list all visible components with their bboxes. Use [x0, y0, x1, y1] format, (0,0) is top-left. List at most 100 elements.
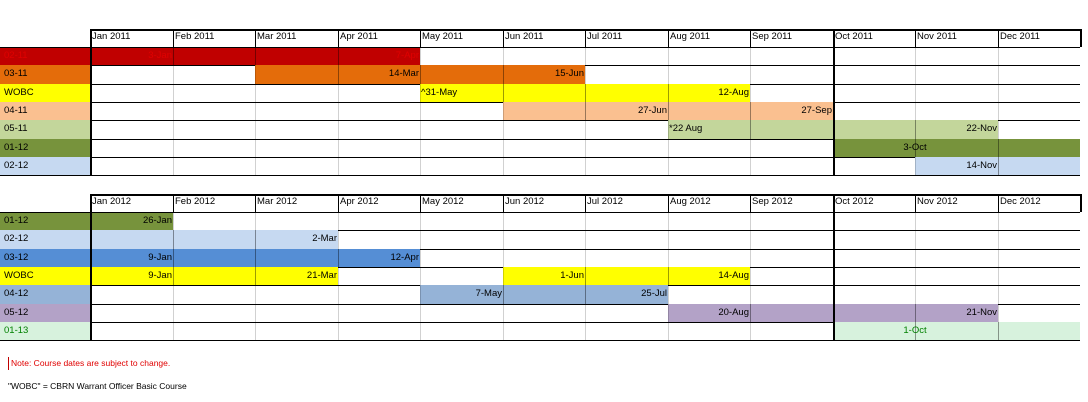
note-marker: [8, 357, 9, 370]
bar-divider: [585, 266, 586, 286]
month-header: May 2011: [422, 31, 464, 42]
note-text: Note: Course dates are subject to change…: [11, 358, 171, 368]
month-header: Apr 2012: [340, 196, 379, 207]
date-label: *22 Aug: [669, 123, 703, 135]
bar-divider: [998, 138, 999, 158]
row-label: 04-11: [0, 101, 90, 121]
cell-divider: [503, 212, 504, 341]
column-divider: [915, 194, 916, 212]
cell-divider: [173, 212, 174, 341]
column-divider: [998, 194, 999, 212]
bar-divider: [750, 120, 751, 140]
month-header: Dec 2012: [1000, 196, 1041, 207]
cell-divider: [338, 47, 339, 176]
course-bar: ^31-May 12-Aug: [420, 83, 750, 103]
date-label: 27-Jun: [637, 104, 667, 116]
month-header: Sep 2012: [752, 196, 793, 207]
header-bottom-border: [0, 47, 1080, 48]
date-label: ^31-May: [421, 86, 458, 98]
row-divider: [0, 322, 1080, 323]
date-label: 7-May: [475, 288, 502, 300]
month-header: Sep 2011: [752, 31, 792, 42]
column-divider: [338, 194, 339, 212]
column-divider: [833, 194, 835, 341]
course-bar: 7-May 25-Jul: [420, 285, 668, 305]
bar-divider: [420, 65, 421, 85]
row-label: 04-12: [0, 285, 90, 305]
column-divider: [998, 29, 999, 47]
bar-divider: [585, 285, 586, 305]
date-label: 9-Jan: [148, 251, 172, 263]
cell-divider: [585, 212, 586, 341]
month-header: Nov 2012: [917, 196, 958, 207]
cell-divider: [255, 212, 256, 341]
row-label: 05-12: [0, 303, 90, 323]
month-header: Mar 2012: [257, 196, 298, 207]
date-label: 14-Aug: [718, 269, 749, 281]
column-divider: [668, 194, 669, 212]
bar-divider: [338, 65, 339, 85]
course-bar: 3-Jan 7-Apr: [90, 47, 420, 66]
bar-divider: [173, 47, 174, 66]
column-divider: [915, 29, 916, 47]
bar-divider: [668, 266, 669, 286]
month-header: Nov 2011: [917, 31, 957, 42]
cell-divider: [915, 47, 916, 176]
month-header: Jan 2011: [92, 31, 131, 42]
column-divider: [420, 29, 421, 47]
row-divider: [0, 157, 1080, 158]
row-label: 01-13: [0, 321, 90, 341]
month-header: Jul 2012: [587, 196, 623, 207]
row-divider: [0, 120, 1080, 121]
date-label: 3-Oct: [903, 141, 927, 153]
column-divider: [668, 29, 669, 47]
course-bar: 9-Jan 12-Apr: [90, 248, 420, 268]
month-header: Feb 2011: [175, 31, 215, 42]
column-divider: [503, 29, 504, 47]
column-divider: [90, 194, 92, 341]
month-header: Aug 2012: [670, 196, 711, 207]
bar-divider: [173, 248, 174, 268]
row-label: 02-12: [0, 156, 90, 176]
date-label: 27-Sep: [801, 104, 832, 116]
cell-divider: [173, 47, 174, 176]
date-label: 7-Apr: [395, 50, 419, 61]
column-divider: [1080, 194, 1082, 212]
bar-divider: [585, 101, 586, 121]
header-bottom-border: [0, 212, 1080, 213]
date-label: 14-Nov: [966, 159, 997, 171]
date-label: 15-Jun: [554, 68, 584, 80]
cell-divider: [420, 47, 421, 176]
column-divider: [585, 194, 586, 212]
bar-divider: [998, 321, 999, 341]
course-bar: 1-Jun 14-Aug: [503, 266, 750, 286]
course-bar: 14-Nov: [915, 156, 1080, 176]
row-label: 02-11: [0, 47, 90, 66]
cell-divider: [420, 212, 421, 341]
cell-divider: [750, 212, 751, 341]
date-label: 1-Jun: [560, 269, 584, 281]
course-bar: 14-Mar 15-Jun: [255, 65, 585, 85]
date-label: 2-Mar: [312, 233, 337, 245]
bar-divider: [668, 83, 669, 103]
bar-divider: [173, 230, 174, 250]
cell-divider: [998, 212, 999, 341]
bar-divider: [585, 83, 586, 103]
month-header: Jul 2011: [587, 31, 623, 42]
bar-divider: [915, 120, 916, 140]
row-label: 05-11: [0, 120, 90, 140]
month-header: May 2012: [422, 196, 464, 207]
column-divider: [173, 29, 174, 47]
row-divider: [0, 175, 1080, 176]
cell-divider: [998, 47, 999, 176]
date-label: 21-Mar: [306, 269, 337, 281]
bar-divider: [503, 285, 504, 305]
bar-divider: [503, 83, 504, 103]
row-divider: [0, 139, 1080, 140]
bar-divider: [255, 266, 256, 286]
column-divider: [90, 29, 92, 176]
row-label: 03-11: [0, 65, 90, 85]
cell-divider: [668, 47, 669, 176]
date-label: 3-Jan: [148, 50, 172, 61]
